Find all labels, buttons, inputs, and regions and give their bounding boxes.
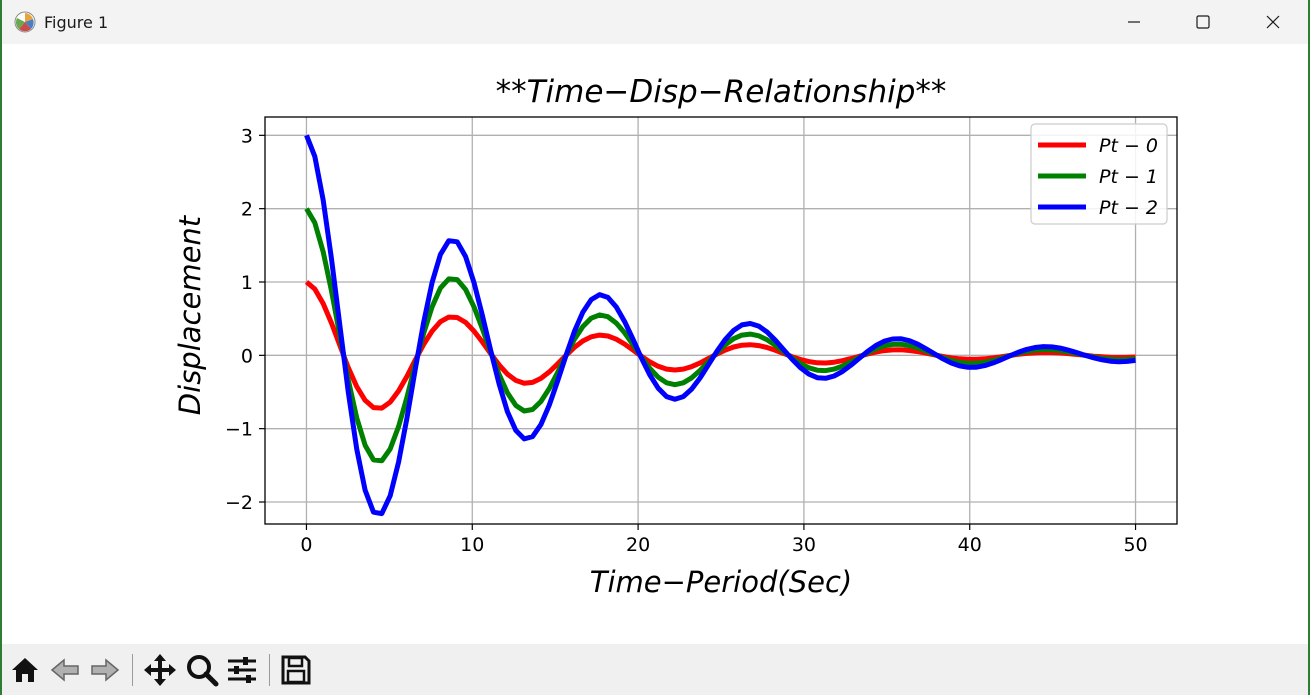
- series-line-pt-2: [304, 134, 1136, 517]
- toolbar-separator: [132, 654, 133, 686]
- minimize-button[interactable]: [1100, 0, 1168, 44]
- y-tick-label: 3: [241, 125, 253, 147]
- close-button[interactable]: [1239, 0, 1307, 44]
- home-icon: [12, 658, 38, 682]
- legend-label: Pt − 2: [1099, 197, 1158, 219]
- y-tick-label: 1: [241, 272, 253, 294]
- zoom-button[interactable]: [184, 652, 220, 688]
- x-axis-label: Time−Period(Sec): [590, 565, 852, 599]
- line-chart: 0 10 20 30 40 50 −2 −1 0 1 2 3 **Time−Disp−Relation…: [173, 74, 1178, 599]
- figure-canvas: 0 10 20 30 40 50 −2 −1 0 1 2 3 **Time−Disp−Relation…: [2, 44, 1308, 644]
- save-button[interactable]: [278, 652, 314, 688]
- matplotlib-icon: [14, 11, 36, 33]
- close-icon: [1266, 15, 1280, 29]
- save-icon: [281, 655, 311, 685]
- legend-label: Pt − 1: [1099, 166, 1158, 188]
- forward-icon: [91, 658, 120, 682]
- navigation-toolbar: [2, 644, 1308, 695]
- y-tick-label: −1: [225, 419, 253, 441]
- legend-label: Pt − 0: [1099, 135, 1158, 157]
- back-icon: [50, 658, 79, 682]
- axes-frame: [264, 116, 1178, 525]
- maximize-icon: [1196, 15, 1210, 29]
- x-tick-label: 10: [460, 534, 484, 556]
- window-title: Figure 1: [44, 13, 109, 32]
- x-tick-label: 50: [1123, 534, 1147, 556]
- configure-subplots-button[interactable]: [224, 652, 260, 688]
- configure-subplots-icon: [228, 657, 256, 683]
- title-bar: Figure 1: [2, 0, 1308, 44]
- x-tick-label: 30: [792, 534, 816, 556]
- zoom-icon: [187, 655, 219, 687]
- forward-button[interactable]: [87, 652, 123, 688]
- y-tick-label: −2: [225, 492, 253, 514]
- home-button[interactable]: [7, 652, 43, 688]
- maximize-button[interactable]: [1169, 0, 1237, 44]
- x-tick-label: 20: [626, 534, 650, 556]
- pan-button[interactable]: [142, 652, 178, 688]
- y-tick-label: 2: [241, 199, 253, 221]
- y-axis-label: Displacement: [173, 214, 207, 415]
- x-tick-label: 0: [300, 534, 312, 556]
- x-tick-label: 40: [958, 534, 982, 556]
- toolbar-separator: [269, 654, 270, 686]
- back-button[interactable]: [47, 652, 83, 688]
- legend-box: [1030, 123, 1168, 225]
- chart-title: **Time−Disp−Relationship**: [496, 74, 947, 110]
- minimize-icon: [1128, 21, 1140, 23]
- y-tick-label: 0: [241, 345, 253, 367]
- legend: Pt − 0 Pt − 1 Pt − 2: [1030, 123, 1168, 225]
- pan-icon: [144, 654, 176, 686]
